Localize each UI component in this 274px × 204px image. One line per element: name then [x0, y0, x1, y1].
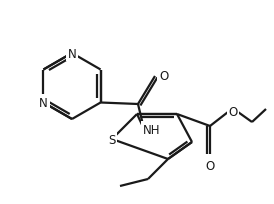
Text: O: O — [206, 159, 215, 172]
Text: O: O — [159, 70, 168, 83]
Text: NH: NH — [143, 123, 161, 136]
Text: S: S — [108, 133, 116, 146]
Text: N: N — [68, 47, 76, 60]
Text: N: N — [39, 96, 48, 110]
Text: O: O — [228, 106, 238, 119]
